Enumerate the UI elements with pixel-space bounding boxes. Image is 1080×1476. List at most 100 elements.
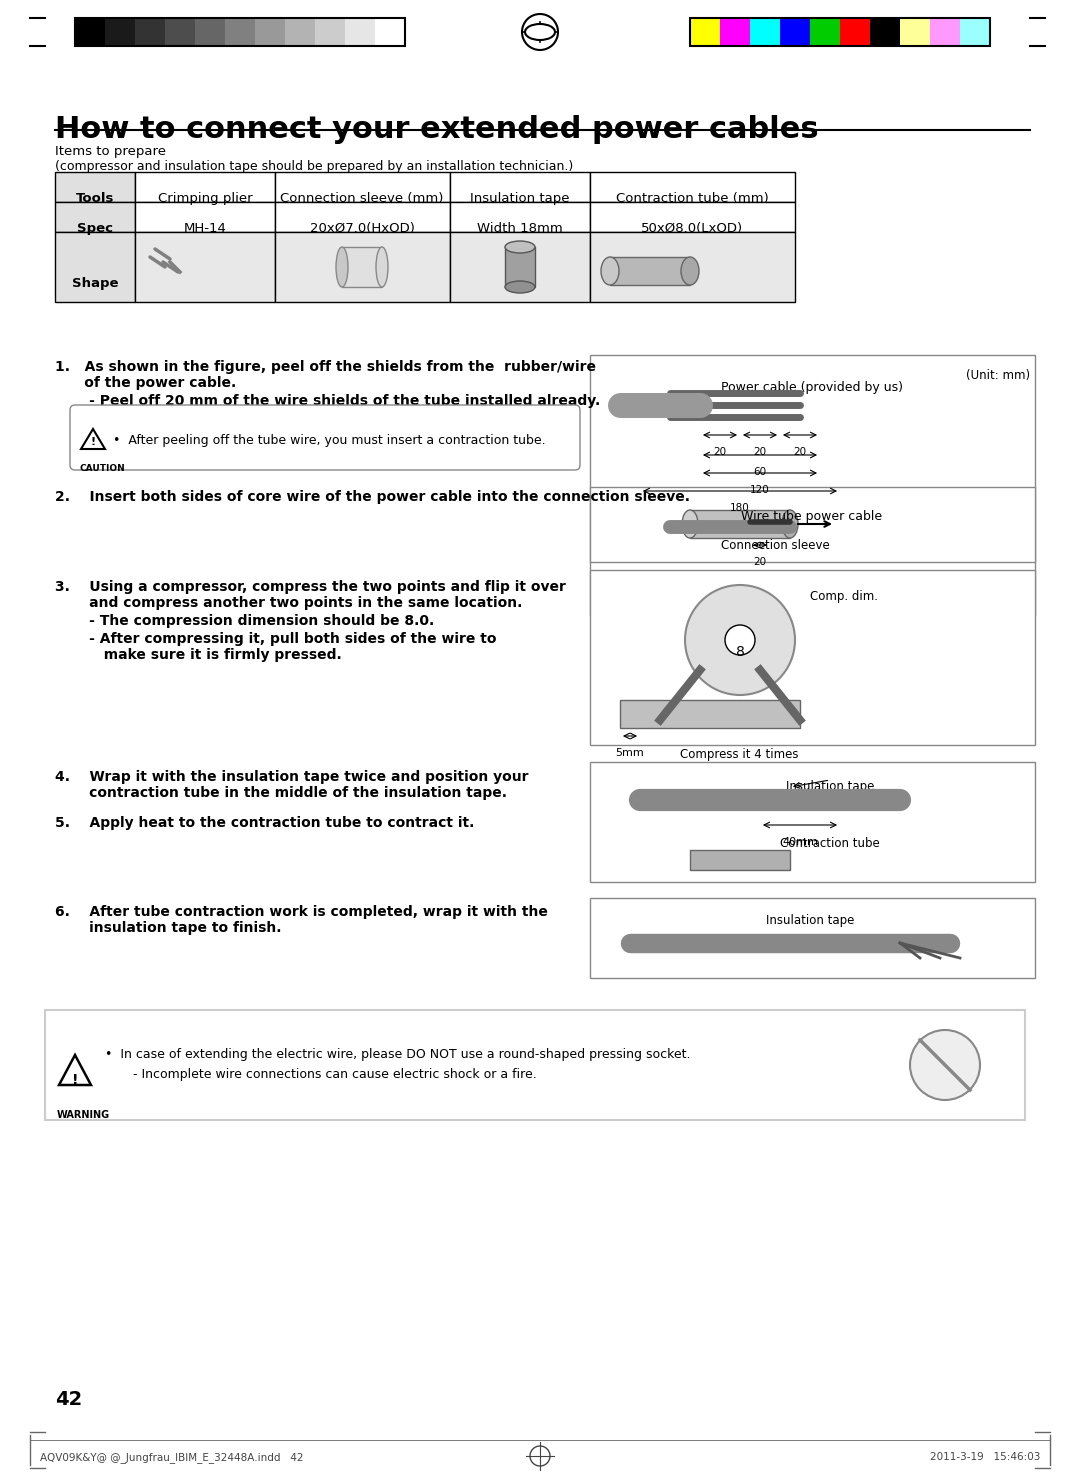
Text: 60: 60 bbox=[754, 466, 767, 477]
Text: Contraction tube: Contraction tube bbox=[780, 837, 880, 850]
Bar bbox=[135, 173, 275, 202]
Text: 120: 120 bbox=[751, 486, 770, 494]
Bar bbox=[375, 18, 405, 46]
Text: (compressor and insulation tape should be prepared by an installation technician: (compressor and insulation tape should b… bbox=[55, 159, 573, 173]
Polygon shape bbox=[59, 1055, 91, 1085]
Bar bbox=[345, 18, 375, 46]
Bar bbox=[590, 356, 1035, 615]
Circle shape bbox=[530, 1446, 550, 1466]
Bar bbox=[590, 232, 795, 303]
Circle shape bbox=[685, 584, 795, 695]
Circle shape bbox=[725, 624, 755, 655]
Text: of the power cable.: of the power cable. bbox=[55, 376, 237, 390]
Text: How to connect your extended power cables: How to connect your extended power cable… bbox=[55, 115, 819, 145]
Bar bbox=[285, 18, 315, 46]
Ellipse shape bbox=[525, 24, 555, 40]
Ellipse shape bbox=[681, 511, 698, 537]
Bar bbox=[610, 257, 690, 285]
Bar bbox=[55, 173, 135, 202]
Text: •  After peeling off the tube wire, you must insert a contraction tube.: • After peeling off the tube wire, you m… bbox=[113, 434, 545, 447]
Bar bbox=[960, 18, 990, 46]
Text: 20: 20 bbox=[794, 447, 807, 458]
Bar bbox=[930, 18, 960, 46]
Text: and compress another two points in the same location.: and compress another two points in the s… bbox=[55, 596, 523, 610]
Text: Insulation tape: Insulation tape bbox=[766, 914, 854, 927]
Bar bbox=[590, 897, 1035, 979]
Text: 40mm: 40mm bbox=[782, 837, 818, 847]
Bar bbox=[275, 202, 450, 232]
Bar bbox=[750, 18, 780, 46]
Text: 1.   As shown in the figure, peel off the shields from the  rubber/wire: 1. As shown in the figure, peel off the … bbox=[55, 360, 596, 373]
Bar bbox=[590, 570, 1035, 745]
Bar bbox=[45, 1010, 1025, 1120]
Text: 4.    Wrap it with the insulation tape twice and position your: 4. Wrap it with the insulation tape twic… bbox=[55, 770, 528, 784]
Bar bbox=[255, 18, 285, 46]
Bar bbox=[720, 18, 750, 46]
Bar bbox=[275, 232, 450, 303]
Text: 20: 20 bbox=[754, 556, 767, 567]
Text: •  In case of extending the electric wire, please DO NOT use a round-shaped pres: • In case of extending the electric wire… bbox=[105, 1048, 690, 1061]
Text: - After compressing it, pull both sides of the wire to: - After compressing it, pull both sides … bbox=[55, 632, 497, 646]
Bar bbox=[810, 18, 840, 46]
Text: Wire tube power cable: Wire tube power cable bbox=[742, 511, 882, 523]
Bar bbox=[870, 18, 900, 46]
Bar bbox=[135, 232, 275, 303]
Circle shape bbox=[910, 1030, 980, 1100]
Text: Contraction tube (mm): Contraction tube (mm) bbox=[616, 192, 768, 205]
Text: 180: 180 bbox=[730, 503, 750, 514]
Bar bbox=[450, 202, 590, 232]
Text: WARNING: WARNING bbox=[57, 1110, 110, 1120]
Ellipse shape bbox=[505, 280, 535, 294]
Text: Width 18mm: Width 18mm bbox=[477, 221, 563, 235]
Bar bbox=[225, 18, 255, 46]
Bar bbox=[195, 18, 225, 46]
Bar bbox=[590, 202, 795, 232]
Text: Spec: Spec bbox=[77, 221, 113, 235]
Ellipse shape bbox=[681, 257, 699, 285]
Bar bbox=[690, 18, 990, 46]
Ellipse shape bbox=[505, 241, 535, 252]
Bar bbox=[590, 487, 1035, 562]
Text: - Peel off 20 mm of the wire shields of the tube installed already.: - Peel off 20 mm of the wire shields of … bbox=[55, 394, 600, 407]
Bar bbox=[900, 18, 930, 46]
Text: 5mm: 5mm bbox=[616, 748, 645, 759]
Text: Power cable (provided by us): Power cable (provided by us) bbox=[721, 381, 903, 394]
Bar bbox=[590, 173, 795, 202]
Bar bbox=[690, 511, 789, 537]
Ellipse shape bbox=[376, 246, 388, 286]
Bar bbox=[105, 18, 135, 46]
Text: Insulation tape: Insulation tape bbox=[470, 192, 570, 205]
Bar bbox=[165, 18, 195, 46]
Ellipse shape bbox=[336, 246, 348, 286]
Text: Comp. dim.: Comp. dim. bbox=[810, 590, 878, 604]
Bar bbox=[55, 232, 135, 303]
Text: 2.    Insert both sides of core wire of the power cable into the connection slee: 2. Insert both sides of core wire of the… bbox=[55, 490, 690, 503]
Text: Insulation tape: Insulation tape bbox=[786, 779, 874, 793]
Bar bbox=[135, 202, 275, 232]
Bar bbox=[690, 850, 789, 869]
Bar bbox=[315, 18, 345, 46]
Text: insulation tape to finish.: insulation tape to finish. bbox=[55, 921, 282, 934]
Text: - Incomplete wire connections can cause electric shock or a fire.: - Incomplete wire connections can cause … bbox=[105, 1069, 537, 1080]
Bar bbox=[620, 700, 800, 728]
Text: (Unit: mm): (Unit: mm) bbox=[966, 369, 1030, 382]
Bar bbox=[450, 232, 590, 303]
Ellipse shape bbox=[782, 511, 798, 537]
Text: make sure it is firmly pressed.: make sure it is firmly pressed. bbox=[55, 648, 341, 663]
Ellipse shape bbox=[600, 257, 619, 285]
Text: Tools: Tools bbox=[76, 192, 114, 205]
Polygon shape bbox=[81, 430, 105, 449]
Text: 6.    After tube contraction work is completed, wrap it with the: 6. After tube contraction work is comple… bbox=[55, 905, 548, 920]
FancyBboxPatch shape bbox=[70, 404, 580, 469]
Text: 5.    Apply heat to the contraction tube to contract it.: 5. Apply heat to the contraction tube to… bbox=[55, 816, 474, 830]
Bar bbox=[75, 18, 105, 46]
Bar bbox=[275, 173, 450, 202]
Text: Items to prepare: Items to prepare bbox=[55, 145, 166, 158]
Text: Crimping plier: Crimping plier bbox=[158, 192, 253, 205]
Text: 20xØ7.0(HxOD): 20xØ7.0(HxOD) bbox=[310, 221, 415, 235]
Text: !: ! bbox=[71, 1073, 78, 1086]
Text: MH-14: MH-14 bbox=[184, 221, 227, 235]
Bar bbox=[780, 18, 810, 46]
Text: Connection sleeve (mm): Connection sleeve (mm) bbox=[281, 192, 444, 205]
Text: 20: 20 bbox=[754, 447, 767, 458]
